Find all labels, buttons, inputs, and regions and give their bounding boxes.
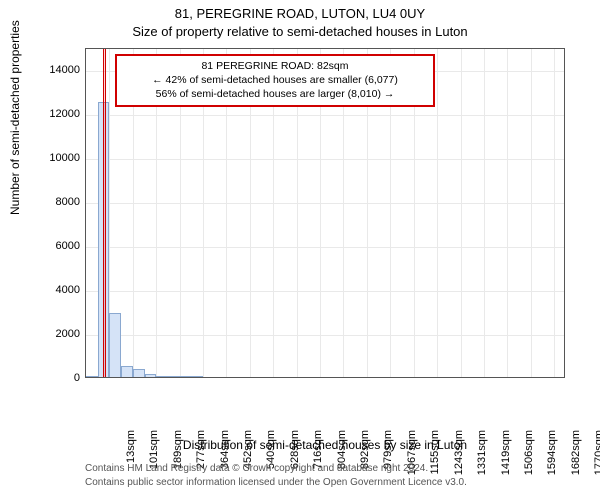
gridline-v	[437, 49, 438, 377]
y-tick-label: 10000	[25, 152, 80, 164]
gridline-h	[86, 335, 564, 336]
y-tick-label: 12000	[25, 108, 80, 120]
info-line-2: ← 42% of semi-detached houses are smalle…	[123, 73, 427, 87]
histogram-bar	[180, 376, 192, 377]
y-axis-label: Number of semi-detached properties	[8, 20, 22, 215]
gridline-v	[484, 49, 485, 377]
chart-container: 81, PEREGRINE ROAD, LUTON, LU4 0UY Size …	[0, 0, 600, 500]
gridline-h	[86, 247, 564, 248]
gridline-v	[531, 49, 532, 377]
y-tick-label: 14000	[25, 64, 80, 76]
histogram-bar	[145, 374, 157, 377]
histogram-bar	[168, 376, 179, 377]
gridline-v	[507, 49, 508, 377]
x-axis-label: Distribution of semi-detached houses by …	[85, 438, 565, 452]
histogram-bar	[191, 376, 203, 377]
histogram-bar	[86, 376, 98, 377]
gridline-h	[86, 115, 564, 116]
histogram-bar	[121, 366, 133, 377]
gridline-h	[86, 159, 564, 160]
y-tick-label: 6000	[25, 240, 80, 252]
gridline-h	[86, 203, 564, 204]
histogram-bar	[133, 369, 145, 377]
info-line-1: 81 PEREGRINE ROAD: 82sqm	[123, 59, 427, 73]
footer-line-1: Contains HM Land Registry data © Crown c…	[85, 462, 585, 475]
y-tick-label: 2000	[25, 328, 80, 340]
title-line-1: 81, PEREGRINE ROAD, LUTON, LU4 0UY	[0, 6, 600, 21]
gridline-v	[461, 49, 462, 377]
x-tick-label: 1770sqm	[593, 430, 600, 480]
y-tick-label: 8000	[25, 196, 80, 208]
gridline-v	[554, 49, 555, 377]
y-tick-label: 4000	[25, 284, 80, 296]
title-line-2: Size of property relative to semi-detach…	[0, 24, 600, 39]
histogram-bar	[156, 376, 168, 377]
y-tick-label: 0	[25, 372, 80, 384]
info-line-3: 56% of semi-detached houses are larger (…	[123, 87, 427, 101]
highlight-band	[103, 49, 106, 377]
histogram-bar	[109, 313, 121, 377]
info-box: 81 PEREGRINE ROAD: 82sqm ← 42% of semi-d…	[115, 54, 435, 107]
gridline-h	[86, 291, 564, 292]
footer-line-2: Contains public sector information licen…	[85, 476, 585, 489]
